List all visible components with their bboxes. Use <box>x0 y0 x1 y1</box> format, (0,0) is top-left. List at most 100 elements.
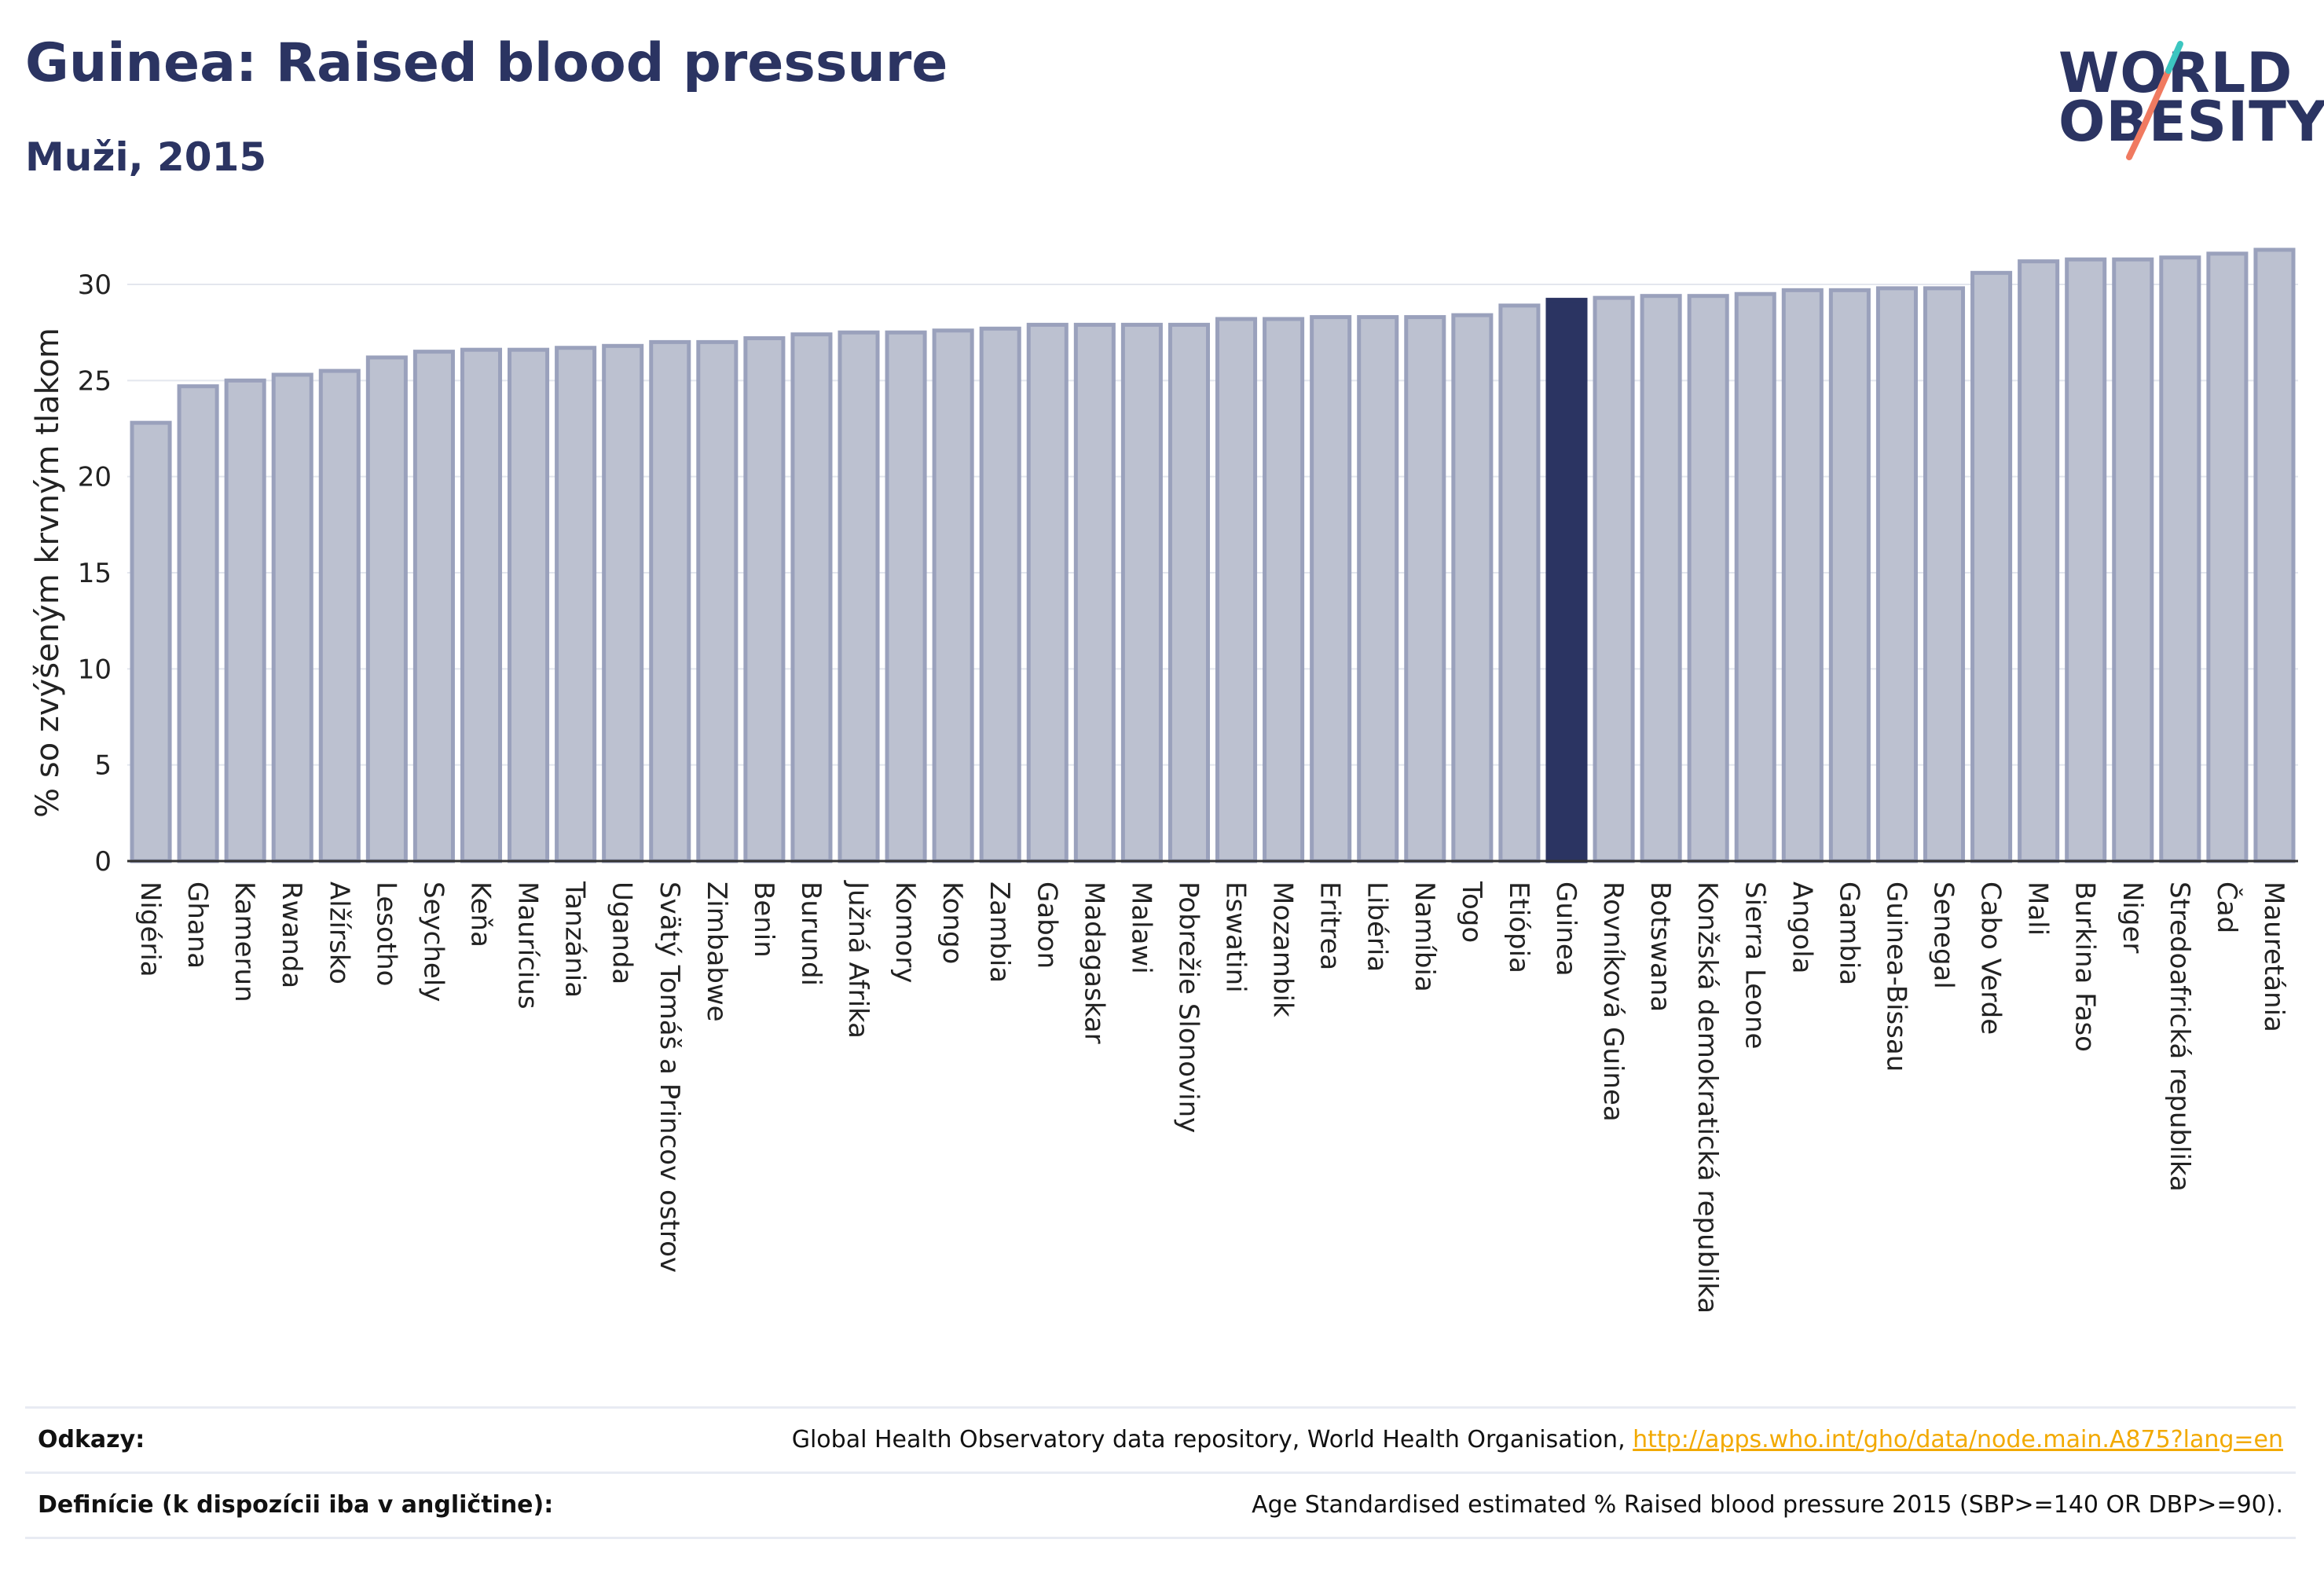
bar[interactable] <box>1875 286 1918 863</box>
bar[interactable] <box>2253 247 2296 863</box>
x-tick-label: Gabon <box>1031 881 1062 969</box>
x-tick-label: Namíbia <box>1409 881 1440 992</box>
bar[interactable] <box>365 355 408 863</box>
x-tick-label: Mozambik <box>1267 881 1299 1017</box>
bar[interactable] <box>224 378 266 863</box>
y-tick-label: 10 <box>78 654 112 685</box>
x-tick-label: Pobrežie Slonoviny <box>1172 881 1204 1133</box>
bar[interactable] <box>2065 257 2107 863</box>
bar[interactable] <box>1263 317 1305 863</box>
bars <box>130 247 2296 863</box>
bar[interactable] <box>1734 291 1776 863</box>
x-tick-label: Angola <box>1786 881 1817 973</box>
x-tick-label: Mali <box>2022 881 2054 936</box>
x-tick-label: Svätý Tomáš a Princov ostrov <box>654 881 685 1273</box>
references-label: Odkazy: <box>38 1426 145 1453</box>
definitions-label: Definície (k dispozícii iba v angličtine… <box>38 1491 554 1519</box>
bar[interactable] <box>1828 288 1871 863</box>
x-tick-label: Kamerun <box>229 881 260 1002</box>
bar[interactable] <box>1357 315 1399 863</box>
bar[interactable] <box>2112 257 2154 863</box>
bar[interactable] <box>1310 315 1352 863</box>
x-tick-label: Eswatini <box>1220 881 1252 993</box>
x-tick-label: Cabo Verde <box>1975 881 2007 1035</box>
bar[interactable] <box>1781 288 1824 863</box>
bar[interactable] <box>743 336 786 863</box>
x-tick-label: Uganda <box>607 881 638 984</box>
x-tick-label: Južná Afrika <box>842 880 874 1039</box>
bar[interactable] <box>508 347 550 863</box>
definitions-row: Definície (k dispozícii iba v angličtine… <box>25 1472 2296 1539</box>
bar[interactable] <box>1404 315 1446 863</box>
bar[interactable] <box>932 328 974 863</box>
x-tick-label: Rovníková Guinea <box>1597 881 1629 1122</box>
bar[interactable] <box>2159 255 2201 863</box>
bar[interactable] <box>1026 322 1069 863</box>
bar[interactable] <box>1923 286 1966 863</box>
bar[interactable] <box>1215 317 1258 863</box>
logo-slash-icon <box>2126 41 2183 160</box>
bar[interactable] <box>412 350 455 863</box>
bar[interactable] <box>1073 322 1116 863</box>
x-tick-label: Komory <box>889 881 921 983</box>
x-tick-label: Malawi <box>1125 881 1157 974</box>
x-tick-label: Guinea-Bissau <box>1880 881 1912 1072</box>
bar[interactable] <box>790 332 833 863</box>
y-tick-labels: 0 5 10 15 20 25 30 <box>78 269 112 878</box>
bar[interactable] <box>649 339 691 863</box>
bar[interactable] <box>1167 322 1210 863</box>
bar[interactable] <box>555 346 597 863</box>
x-tick-label: Kongo <box>937 881 968 964</box>
bar-highlighted[interactable] <box>1545 298 1588 863</box>
x-tick-label: Niger <box>2117 881 2148 953</box>
y-axis-label: % so zvýšeným krvným tlakom <box>30 328 66 818</box>
bar[interactable] <box>2206 251 2249 863</box>
references-link[interactable]: http://apps.who.int/gho/data/node.main.A… <box>1633 1426 2283 1453</box>
bar[interactable] <box>1687 294 1729 863</box>
bar[interactable] <box>1498 303 1541 863</box>
y-tick-label: 20 <box>78 462 112 493</box>
y-tick-label: 15 <box>78 558 112 589</box>
logo-word-obesity: OBESITY <box>2058 90 2324 154</box>
bar[interactable] <box>696 339 739 863</box>
x-tick-label: Ghana <box>181 881 213 969</box>
bar[interactable] <box>2018 259 2060 863</box>
definitions-text: Age Standardised estimated % Raised bloo… <box>1252 1491 2283 1519</box>
x-tick-label: Mauretánia <box>2258 881 2289 1032</box>
y-tick-label: 30 <box>78 269 112 301</box>
chart-subtitle: Muži, 2015 <box>25 134 267 180</box>
bar[interactable] <box>1593 295 1635 863</box>
bar[interactable] <box>177 384 219 863</box>
bar[interactable] <box>1640 294 1682 863</box>
x-tick-label: Keňa <box>464 881 496 947</box>
x-tick-label: Burkina Faso <box>2069 881 2101 1052</box>
x-tick-label: Gambia <box>1833 881 1864 985</box>
x-tick-label: Togo <box>1456 881 1487 943</box>
y-tick-label: 5 <box>94 750 112 782</box>
bar[interactable] <box>460 347 503 863</box>
bar[interactable] <box>1120 322 1163 863</box>
references-row: Odkazy: Global Health Observatory data r… <box>25 1406 2296 1472</box>
x-tick-label: Tanzánia <box>559 881 591 998</box>
bar[interactable] <box>1970 270 2013 863</box>
x-tick-label: Čad <box>2211 881 2243 933</box>
x-tick-label: Guinea <box>1550 881 1582 977</box>
x-tick-label: Madagaskar <box>1078 881 1109 1044</box>
references-source: Global Health Observatory data repositor… <box>791 1426 1633 1453</box>
x-tick-label: Zimbabwe <box>701 881 732 1022</box>
world-obesity-logo[interactable]: WORLD OBESITY <box>2051 39 2324 165</box>
y-tick-label: 25 <box>78 365 112 397</box>
x-tick-label: Stredoafrická republika <box>2164 881 2195 1192</box>
bar[interactable] <box>271 372 313 863</box>
bar[interactable] <box>838 330 880 863</box>
bar[interactable] <box>885 330 927 863</box>
x-tick-label: Seychely <box>417 881 449 1002</box>
x-tick-labels: Nigéria Ghana Kamerun Rwanda Alžírsko Lesotho… <box>134 880 2289 1314</box>
bar[interactable] <box>602 343 644 863</box>
bar-chart: 0 5 10 15 20 25 30 Nigéria Ghana Kamerun Rwanda Al… <box>30 247 2298 1314</box>
bar[interactable] <box>979 326 1021 863</box>
bar[interactable] <box>318 368 361 863</box>
bar[interactable] <box>130 420 172 863</box>
bar[interactable] <box>1451 313 1494 863</box>
x-tick-label: Senegal <box>1928 881 1959 989</box>
